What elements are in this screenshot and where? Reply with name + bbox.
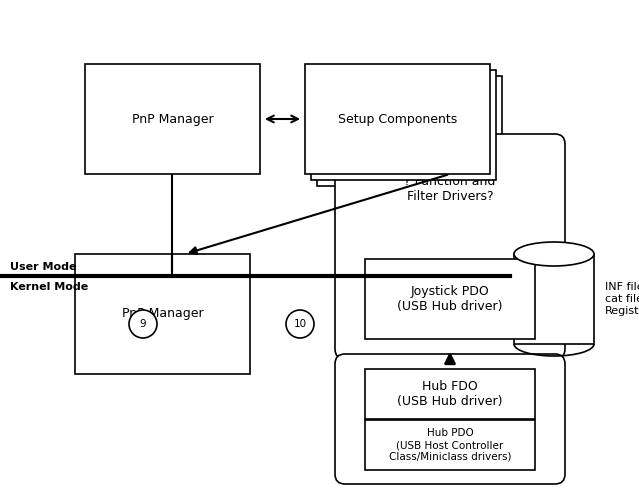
FancyBboxPatch shape: [335, 354, 565, 484]
Bar: [317, 76, 502, 186]
Bar: [305, 64, 490, 174]
Text: PnP Manager: PnP Manager: [121, 307, 203, 321]
Text: PnP Manager: PnP Manager: [132, 113, 213, 125]
Bar: [365, 259, 535, 339]
Text: Joystick PDO
(USB Hub driver): Joystick PDO (USB Hub driver): [397, 285, 503, 313]
Text: Hub FDO
(USB Hub driver): Hub FDO (USB Hub driver): [397, 380, 503, 408]
Text: User Mode: User Mode: [10, 262, 77, 272]
Ellipse shape: [514, 242, 594, 266]
Text: Hub PDO
(USB Host Controller
Class/Miniclass drivers): Hub PDO (USB Host Controller Class/Minic…: [389, 428, 511, 461]
FancyBboxPatch shape: [335, 134, 565, 359]
Text: Setup Components: Setup Components: [338, 113, 457, 125]
Circle shape: [129, 310, 157, 338]
Bar: [514, 254, 594, 344]
Bar: [365, 420, 535, 470]
Circle shape: [286, 310, 314, 338]
Bar: [75, 254, 250, 374]
Bar: [85, 64, 260, 174]
Bar: [365, 369, 535, 419]
Text: Kernel Mode: Kernel Mode: [10, 282, 88, 292]
Text: 10: 10: [293, 319, 307, 329]
Text: INF files,
cat files,
Registry: INF files, cat files, Registry: [605, 283, 639, 316]
Text: 9: 9: [140, 319, 146, 329]
Text: ? Function and
Filter Drivers?: ? Function and Filter Drivers?: [404, 175, 496, 203]
Bar: [311, 70, 496, 180]
